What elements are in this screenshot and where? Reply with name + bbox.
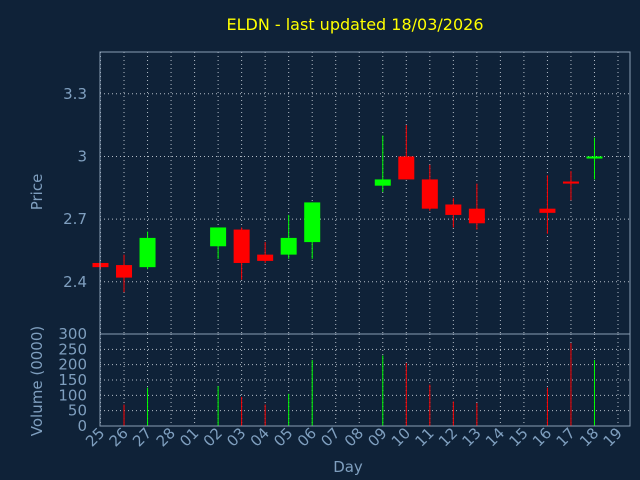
chart-title: ELDN - last updated 18/03/2026 (226, 15, 483, 34)
price-tick-labels: 2.4 2.7 3 3.3 (63, 85, 87, 291)
price-tick-label: 3.3 (63, 85, 87, 103)
volume-tick-label: 150 (58, 371, 87, 389)
price-tick-label: 2.7 (63, 210, 87, 228)
candle-body (586, 156, 603, 159)
day-tick-label: 10 (388, 424, 414, 450)
day-tick-label: 04 (247, 424, 273, 450)
day-tick-label: 08 (341, 424, 367, 450)
candle-body (210, 227, 227, 247)
day-axis-label: Day (333, 458, 363, 476)
day-tick-label: 17 (553, 424, 579, 450)
volume-tick-label: 0 (77, 417, 87, 435)
day-tick-label: 09 (364, 424, 390, 450)
candle-body (233, 229, 250, 263)
candle-body (257, 254, 274, 261)
volume-tick-label: 300 (58, 325, 87, 343)
day-tick-label: 28 (153, 424, 179, 450)
day-tick-label: 03 (223, 424, 249, 450)
day-tick-label: 18 (576, 424, 602, 450)
day-tick-label: 05 (270, 424, 296, 450)
candle-body (280, 237, 297, 255)
volume-tick-label: 100 (58, 386, 87, 404)
day-tick-label: 01 (176, 424, 202, 450)
day-tick-label: 07 (317, 424, 343, 450)
day-tick-label: 27 (129, 424, 155, 450)
candle-body (398, 156, 415, 180)
price-tick-label: 2.4 (63, 273, 87, 291)
day-tick-label: 06 (294, 424, 320, 450)
candle-body (421, 179, 438, 209)
day-tick-label: 15 (506, 424, 532, 450)
day-tick-label: 11 (411, 424, 437, 450)
volume-axis-label: Volume (0000) (28, 326, 46, 436)
day-tick-label: 12 (435, 424, 461, 450)
volume-tick-label: 250 (58, 340, 87, 358)
price-candles (92, 125, 603, 293)
volume-tick-label: 200 (58, 356, 87, 374)
candle-body (304, 202, 321, 243)
price-tick-label: 3 (77, 147, 87, 165)
candle-body (116, 265, 133, 278)
volume-tick-label: 50 (68, 402, 87, 420)
day-tick-label: 14 (482, 424, 508, 450)
day-tick-label: 26 (106, 424, 132, 450)
candle-body (139, 237, 156, 268)
volume-panel-frame (99, 333, 631, 427)
day-tick-label: 02 (200, 424, 226, 450)
day-tick-label: 19 (600, 424, 626, 450)
candle-body (374, 179, 391, 186)
candle-body (539, 208, 556, 213)
volume-bars (123, 343, 595, 426)
price-axis-label: Price (28, 174, 46, 211)
candle-body (562, 181, 579, 184)
price-grid (100, 52, 630, 334)
day-tick-label: 13 (458, 424, 484, 450)
candle-body (468, 208, 485, 224)
day-tick-label: 16 (529, 424, 555, 450)
candle-body (445, 204, 462, 215)
price-panel-frame (99, 51, 631, 335)
day-tick-labels: 2526272801020304050607080910111213141516… (82, 424, 626, 450)
volume-grid (100, 333, 630, 427)
